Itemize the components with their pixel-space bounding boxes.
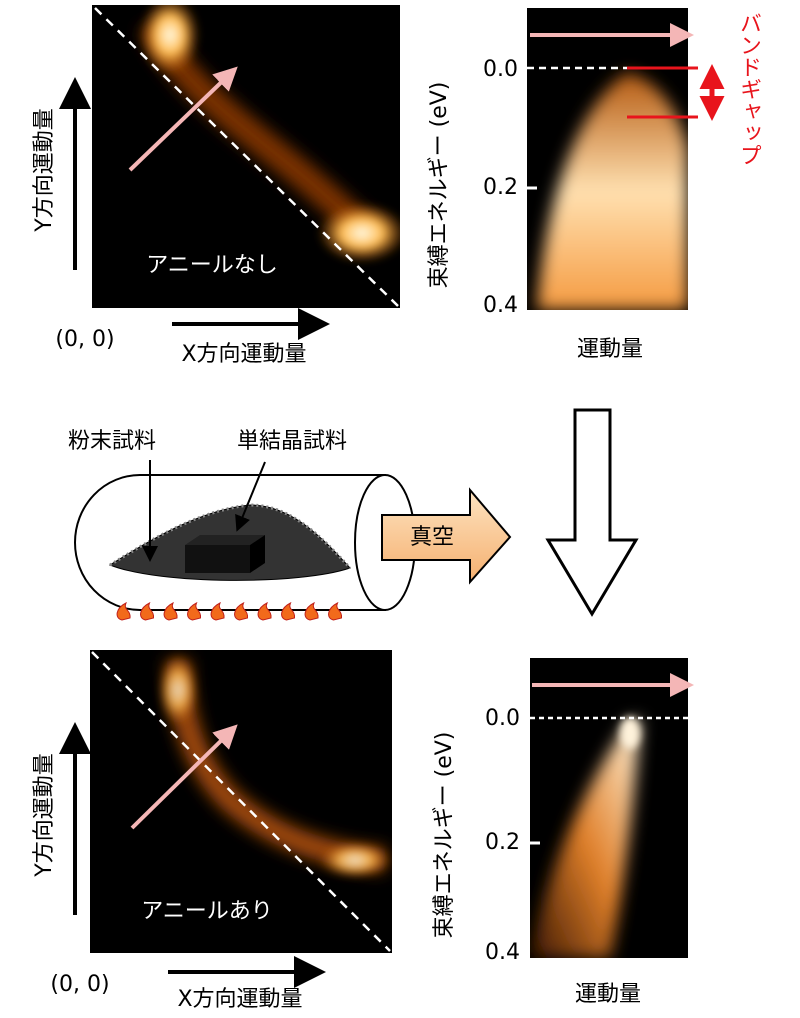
tick-label: 0.4 [485,940,520,965]
flame-icon [328,601,343,621]
x-axis-label: 運動量 [577,337,643,362]
ellipse-shape [140,5,200,75]
y-axis-label: 束縛エネルギー (eV) [427,82,452,289]
origin-label: (0, 0) [55,327,114,352]
y-axis-label: 束縛エネルギー (eV) [432,732,457,939]
map-label: アニールなし [146,253,278,278]
line-shape [94,7,399,307]
top-map: アニールなし [92,5,400,308]
ellipse-shape [319,842,391,878]
top-spectrum [527,8,694,310]
tick-label: 0.0 [483,57,518,82]
tick-label: 0.2 [485,830,520,855]
ellipse-shape [620,717,640,749]
svg-shape [158,654,391,878]
bottom-spectrum [530,658,694,958]
y-axis-label: Y方向運動量 [32,753,57,877]
vacuum-arrow [381,487,512,585]
ellipse-shape [317,203,400,263]
flame-icon [304,601,319,621]
svg-shape [139,5,400,263]
flame-icon [116,601,131,621]
powder-label: 粉末試料 [68,429,156,454]
flame-icon [257,601,272,621]
flame-icon [210,601,225,621]
x-axis-label: X方向運動量 [177,987,302,1012]
flame-icon [234,601,249,621]
flames [116,601,343,621]
svg-shape [537,73,688,310]
x-axis-label: X方向運動量 [181,342,306,367]
path-shape [185,535,265,545]
flame-icon [140,601,155,621]
tick-label: 0.2 [483,175,518,200]
path-shape [530,720,640,958]
path-shape [250,535,265,573]
flame-icon [187,601,202,621]
line-shape [91,651,391,952]
y-axis-label: Y方向運動量 [32,108,57,232]
x-axis-label: 運動量 [575,982,641,1007]
flame-icon [163,601,178,621]
rect-shape [185,545,250,573]
svg-shape [530,717,640,958]
flame-icon [281,601,296,621]
line-shape [128,66,238,172]
map-label: アニールあり [141,899,273,924]
down-arrow [545,408,639,617]
origin-label: (0, 0) [50,972,109,997]
sample-tube [74,474,416,611]
line-shape [235,461,266,532]
band-gap-annotation: バンドギャップ [736,12,761,166]
line-shape [130,724,238,830]
path-shape [537,73,688,310]
vacuum-label: 真空 [410,525,454,550]
ellipse-shape [158,654,198,726]
bottom-map: アニールあり [90,650,392,953]
tick-label: 0.0 [485,706,520,731]
tick-label: 0.4 [483,293,518,318]
crystal-label: 単結晶試料 [237,429,347,454]
